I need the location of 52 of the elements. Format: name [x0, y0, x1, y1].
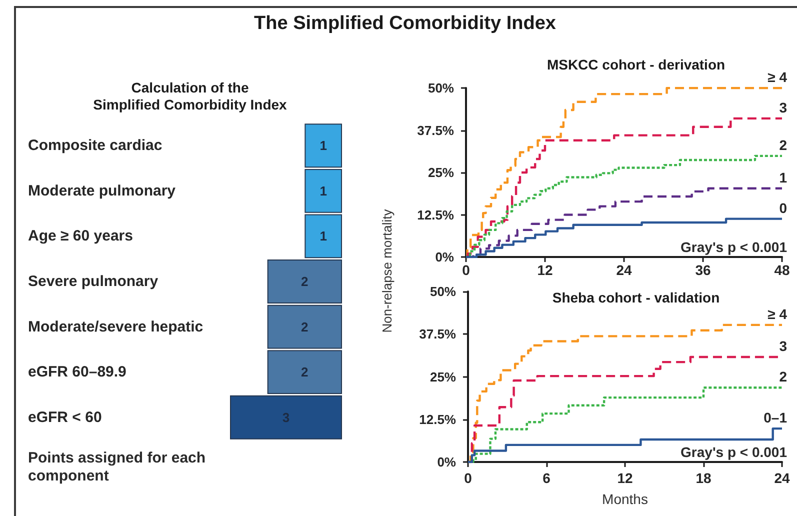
- x-tick-label: 0: [464, 470, 472, 486]
- x-tick-label: 12: [617, 470, 633, 486]
- annotation: Gray's p < 0.001: [680, 444, 788, 460]
- annotation: Gray's p < 0.001: [680, 239, 788, 255]
- series-label: ≥ 4: [768, 69, 788, 85]
- data-label: 2: [301, 319, 308, 334]
- y-tick-label: eGFR < 60: [28, 408, 102, 426]
- x-tick-label: 12: [537, 262, 553, 278]
- y-tick-label: 25%: [428, 165, 454, 180]
- data-label: 3: [282, 410, 290, 425]
- y-tick-label: Moderate/severe hepatic: [28, 318, 204, 336]
- x-axis-title: Months: [602, 491, 648, 507]
- data-label: 1: [320, 228, 327, 244]
- y-tick-label: eGFR 60–89.9: [28, 364, 126, 381]
- x-tick-label: 48: [774, 262, 790, 278]
- series-label: ≥ 4: [768, 306, 788, 322]
- series-label: 2: [779, 368, 788, 385]
- y-axis-title: Non-relapse mortality: [380, 209, 394, 333]
- y-tick-label: 0%: [435, 250, 454, 264]
- series-label: 2: [779, 136, 788, 153]
- chart-title: MSKCC cohort - derivation: [546, 56, 726, 72]
- y-tick-label: 50%: [430, 284, 456, 299]
- data-label: 2: [301, 274, 308, 289]
- y-tick-label: 25%: [430, 369, 456, 384]
- y-tick-label: 50%: [428, 80, 454, 96]
- series-label: 1: [779, 169, 788, 186]
- series-label: 3: [779, 99, 788, 116]
- series-label: 3: [779, 338, 788, 354]
- x-tick-label: 6: [542, 470, 551, 486]
- y-tick-label: Age ≥ 60 years: [28, 228, 133, 245]
- data-label: 2: [301, 364, 308, 380]
- y-tick-label: Moderate pulmonary: [28, 182, 176, 200]
- chart-subtitle: Calculation of the Simplified Comorbidity Index: [93, 80, 288, 112]
- series-label: 0: [779, 200, 788, 216]
- x-tick-label: 24: [616, 262, 632, 278]
- y-tick-label: 12.5%: [419, 412, 456, 427]
- chart-title: Sheba cohort - validation: [552, 290, 720, 306]
- x-tick-label: 36: [695, 262, 711, 278]
- text: The Simplified Comorbidity Index: [254, 13, 556, 35]
- y-tick-label: Severe pulmonary: [28, 273, 159, 290]
- x-tick-label: 24: [774, 470, 790, 486]
- x-tick-label: 18: [696, 470, 712, 486]
- y-tick-label: 37.5%: [419, 326, 456, 342]
- x-tick-label: 0: [462, 262, 470, 278]
- y-tick-label: 37.5%: [417, 122, 454, 138]
- data-label: 1: [320, 138, 327, 154]
- text: Points assigned for each component: [28, 450, 210, 484]
- data-label: 1: [320, 183, 327, 198]
- y-tick-label: Composite cardiac: [28, 137, 162, 154]
- series-label: 0–1: [764, 410, 788, 426]
- y-tick-label: 0%: [437, 454, 456, 470]
- y-tick-label: 12.5%: [417, 207, 454, 222]
